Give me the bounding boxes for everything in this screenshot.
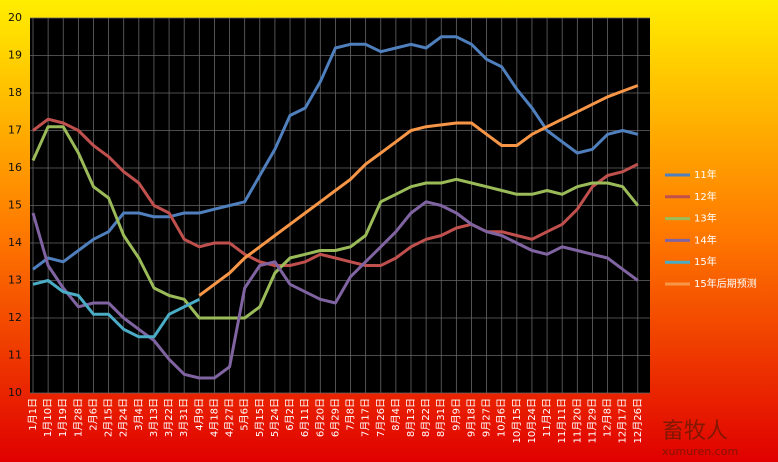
- series-line: [32, 117, 639, 267]
- x-tick-label: 1月28日: [72, 398, 84, 437]
- legend-label: 14年: [694, 233, 717, 246]
- legend-label: 15年: [694, 255, 717, 268]
- x-tick-label: 9月27日: [481, 398, 493, 437]
- watermark: xumuren.com: [662, 445, 738, 458]
- x-tick-label: 2月15日: [103, 398, 115, 437]
- x-tick-label: 3月4日: [133, 398, 145, 431]
- x-tick-label: 1月10日: [42, 398, 54, 437]
- x-tick-label: 12月8日: [602, 398, 614, 437]
- x-tick-label: 1月1日: [27, 398, 39, 431]
- y-tick-label: 11: [8, 349, 22, 362]
- x-tick-label: 4月27日: [224, 398, 236, 437]
- series-line: [198, 84, 639, 297]
- watermark: 畜牧人: [662, 419, 728, 444]
- legend-label: 13年: [694, 212, 717, 225]
- x-tick-label: 2月6日: [87, 398, 99, 431]
- x-tick-label: 7月8日: [345, 398, 357, 431]
- x-tick-label: 3月13日: [148, 398, 160, 437]
- y-tick-label: 17: [8, 124, 22, 137]
- x-tick-label: 8月4日: [390, 398, 402, 431]
- x-tick-label: 5月6日: [239, 398, 251, 431]
- legend-label: 11年: [694, 168, 717, 181]
- x-tick-label: 5月15日: [254, 398, 266, 437]
- x-tick-label: 2月24日: [118, 398, 130, 437]
- legend-label: 12年: [694, 190, 717, 203]
- x-tick-label: 4月18日: [208, 398, 220, 437]
- y-tick-label: 19: [8, 49, 22, 62]
- y-tick-label: 15: [8, 199, 22, 212]
- x-tick-label: 6月29日: [329, 398, 341, 437]
- y-tick-label: 10: [8, 386, 22, 399]
- x-tick-label: 11月20日: [571, 398, 583, 443]
- x-tick-label: 11月29日: [586, 398, 598, 443]
- series-line: [32, 35, 639, 271]
- x-tick-label: 6月2日: [284, 398, 296, 431]
- x-tick-label: 10月24日: [526, 398, 538, 443]
- series-line: [31, 200, 639, 380]
- x-tick-label: 9月18日: [465, 398, 477, 437]
- x-tick-label: 10月15日: [511, 398, 523, 443]
- x-tick-label: 1月19日: [57, 398, 69, 437]
- x-tick-label: 9月9日: [450, 398, 462, 431]
- legend-label: 15年后期预测: [694, 277, 757, 290]
- y-tick-label: 16: [8, 161, 22, 174]
- x-tick-label: 8月13日: [405, 398, 417, 437]
- x-tick-label: 6月20日: [314, 398, 326, 437]
- x-tick-label: 7月26日: [375, 398, 387, 437]
- x-tick-label: 7月17日: [360, 398, 372, 437]
- x-tick-label: 12月26日: [632, 398, 644, 443]
- x-tick-label: 4月9日: [193, 398, 205, 431]
- y-tick-label: 20: [8, 11, 22, 24]
- x-tick-label: 11月11日: [556, 398, 568, 443]
- y-tick-label: 13: [8, 274, 22, 287]
- x-tick-label: 8月22日: [420, 398, 432, 437]
- x-tick-label: 10月6日: [496, 398, 508, 437]
- series-line: [31, 125, 639, 320]
- y-tick-label: 14: [8, 236, 22, 249]
- x-tick-label: 3月22日: [163, 398, 175, 437]
- x-tick-label: 12月17日: [617, 398, 629, 443]
- series-line: [32, 279, 200, 339]
- x-tick-label: 3月31日: [178, 398, 190, 437]
- x-tick-label: 5月24日: [269, 398, 281, 437]
- x-tick-label: 8月31日: [435, 398, 447, 437]
- x-tick-label: 11月2日: [541, 398, 553, 437]
- x-tick-label: 6月11日: [299, 398, 311, 437]
- y-tick-label: 12: [8, 311, 22, 324]
- y-tick-label: 18: [8, 86, 22, 99]
